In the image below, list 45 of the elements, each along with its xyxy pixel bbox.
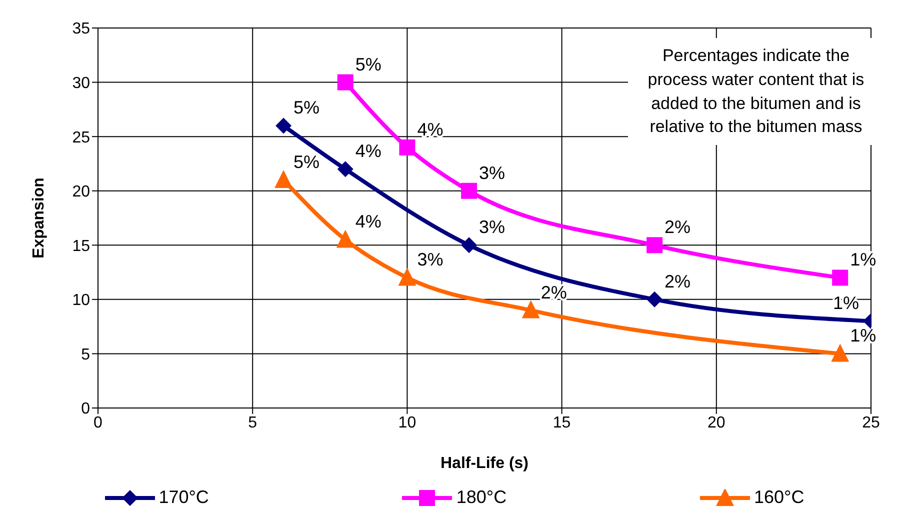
y-tick-label: 10 [72,292,90,310]
y-tick-label: 35 [72,20,90,38]
point [831,344,850,362]
annotation: 4% [355,212,382,232]
point [832,270,848,286]
y-tick-label: 25 [72,129,90,146]
annotation: 3% [479,162,506,183]
point [399,139,416,156]
annotation: 5% [355,54,382,74]
y-tick-label: 30 [72,74,90,92]
annotation: 3% [479,217,506,238]
point [522,300,540,318]
x-tick-label: 15 [552,414,571,432]
point [276,118,292,134]
point [646,237,663,254]
annotation: 5% [294,152,320,172]
point [646,291,663,308]
y-tick-label: 0 [81,400,90,418]
annotation: 3% [417,250,444,270]
annotation: 5% [294,98,320,118]
x-tick-label: 20 [708,414,726,432]
point [461,182,478,199]
x-tick-label: 5 [248,414,258,432]
y-tick-label: 5 [81,346,90,364]
y-tick-label: 20 [72,184,90,201]
point [461,237,478,254]
point [337,161,354,178]
y-tick-label: 15 [72,238,90,255]
annotation: 4% [417,119,444,140]
x-axis-title: Half-Life (s) [440,455,528,472]
annotation: Percentages indicate the process water content that is added to the bitumen and is relative to the bitumen mass [628,38,884,146]
legend-label: 170°C [158,487,209,508]
annotation: 4% [355,141,382,162]
point [274,170,293,188]
x-tick-label: 25 [862,414,880,432]
legend-label: 160°C [753,487,804,508]
point [336,230,354,248]
annotation: 2% [664,271,691,292]
point [398,268,416,286]
legend-label: 180°C [455,487,507,508]
annotation: 2% [664,217,691,238]
point [337,74,354,90]
y-axis-title: Expansion [30,178,48,258]
x-tick-label: 10 [398,414,416,432]
x-tick-label: 0 [94,414,103,432]
